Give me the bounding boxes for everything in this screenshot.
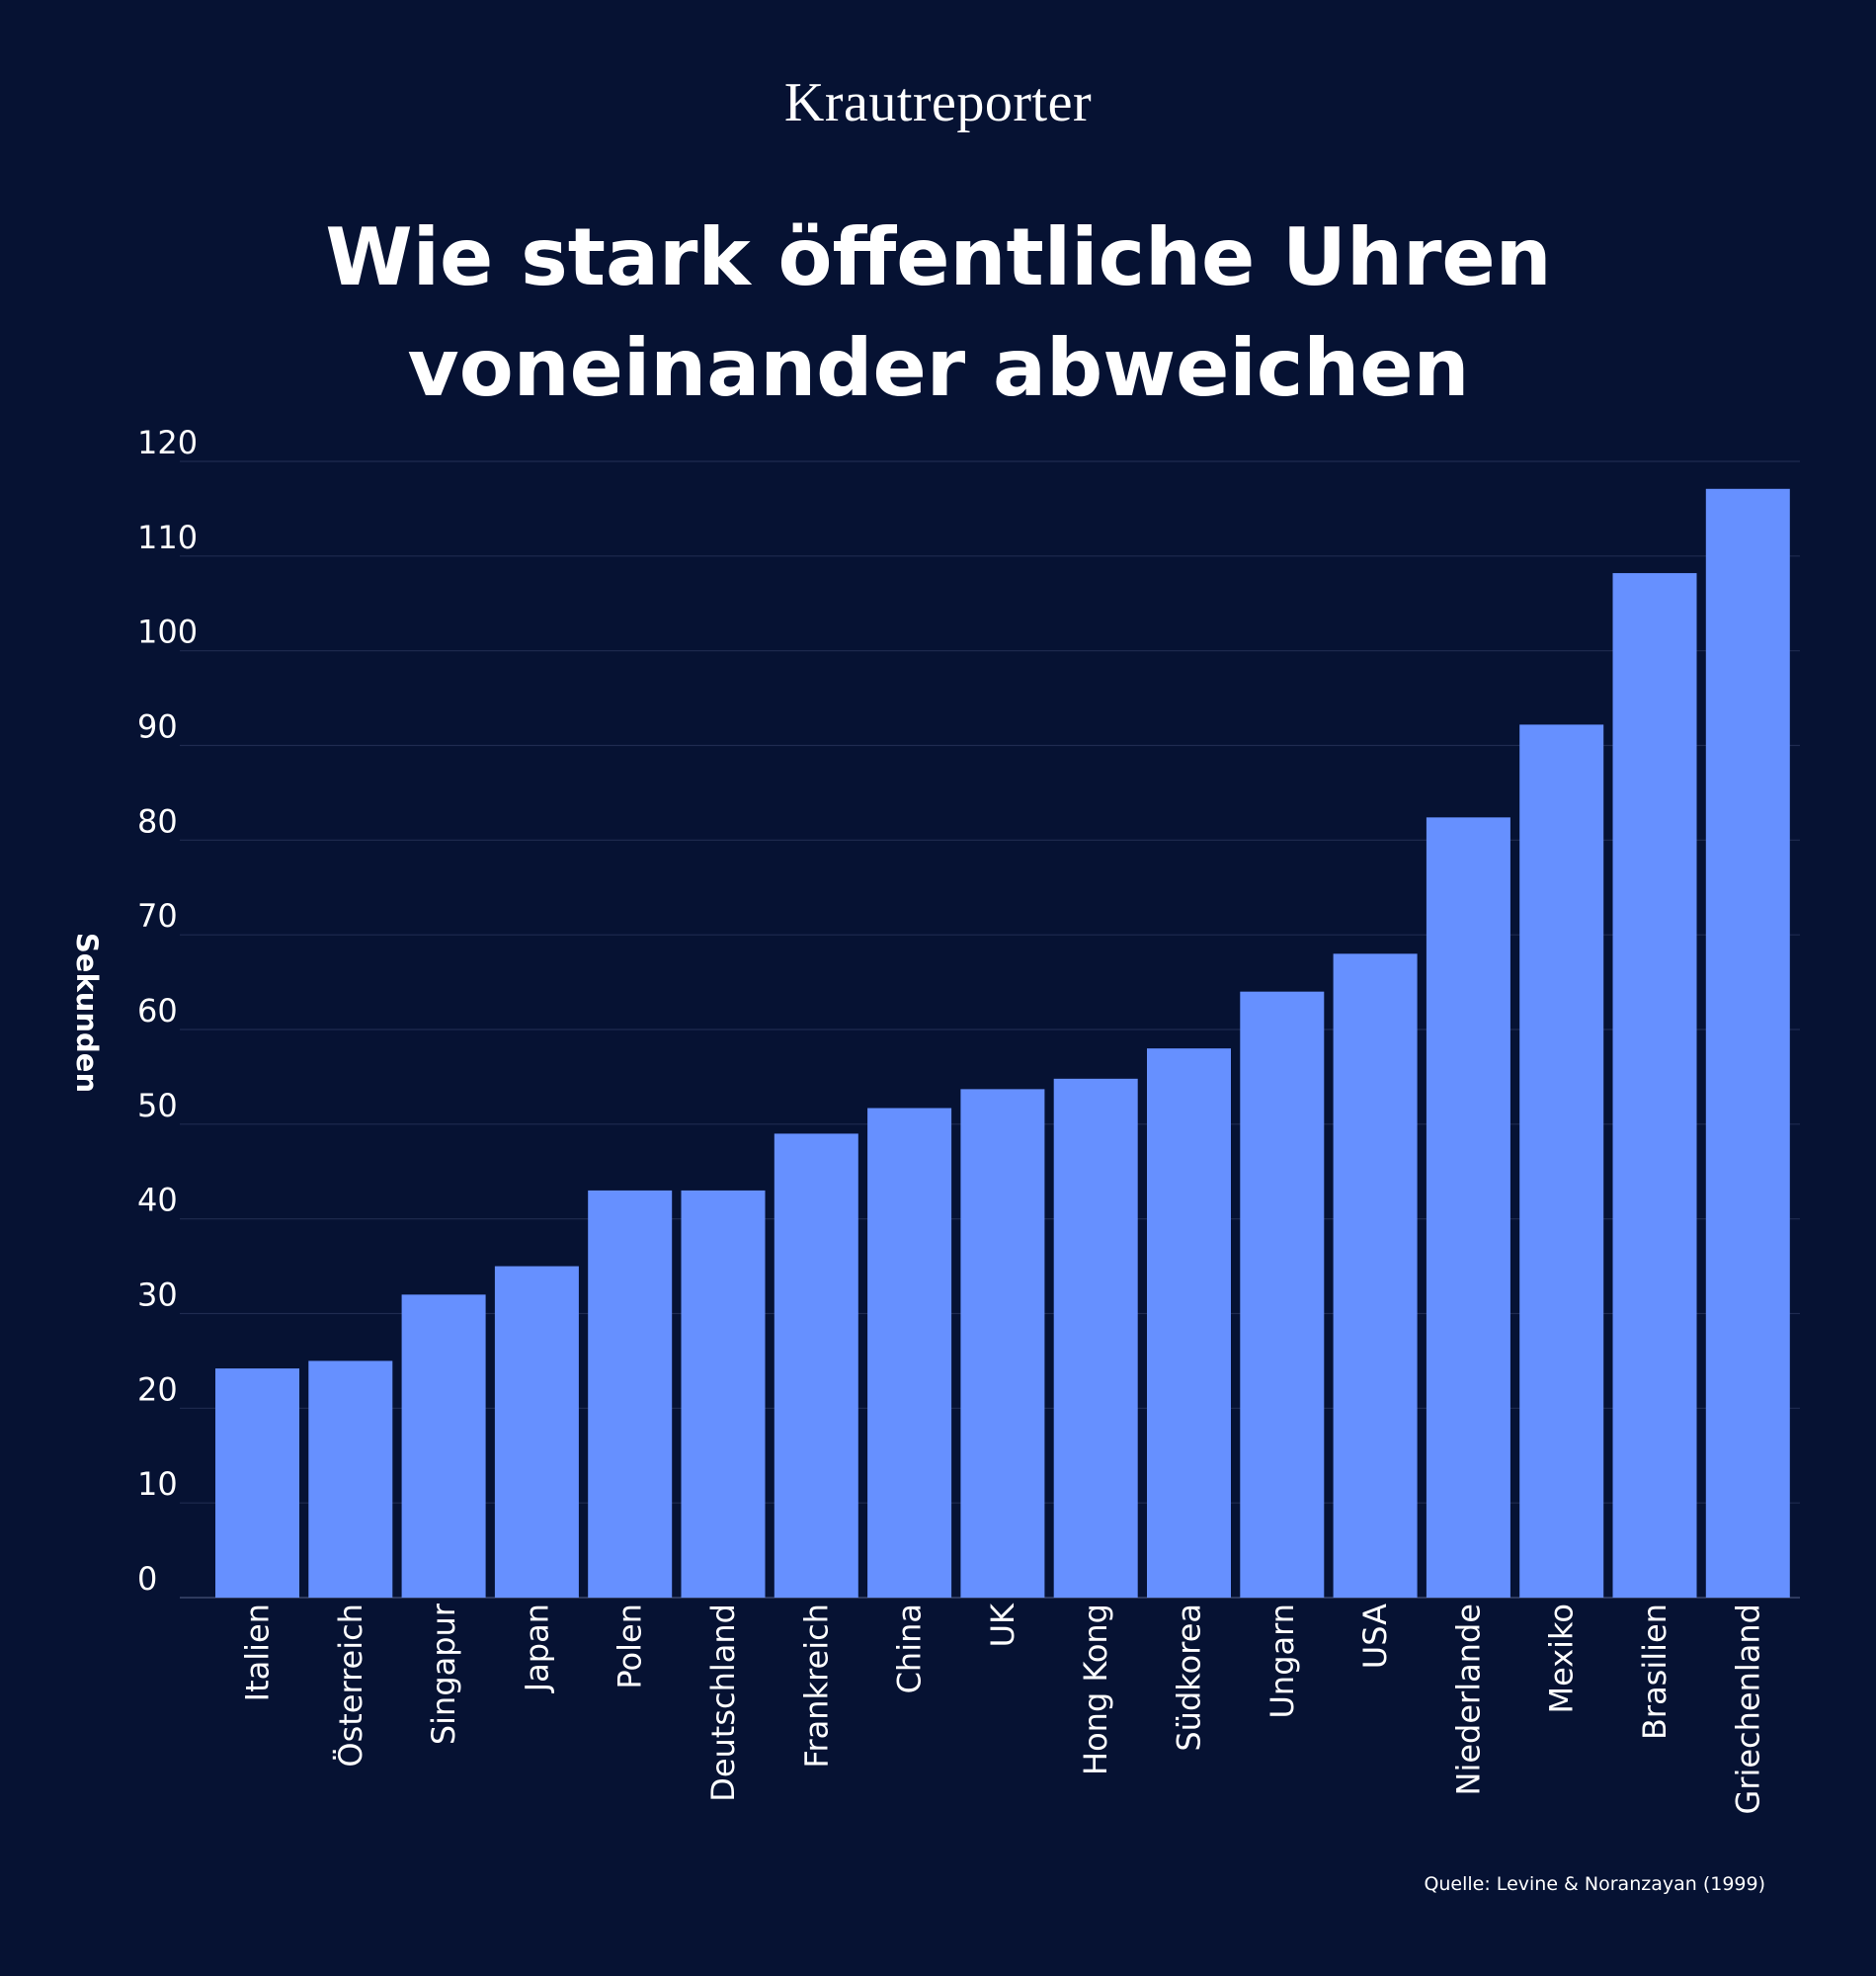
y-tick-label: 110 [137,519,198,556]
y-axis-ticks: 0 10 20 30 40 50 60 70 80 90 100 110 120 [137,424,198,1598]
bar-mexiko [1519,724,1604,1598]
y-tick-label: 30 [137,1276,178,1314]
x-tick-label: UK [984,1603,1021,1647]
x-tick-label: Mexiko [1543,1604,1581,1714]
bar-italien [215,1368,299,1598]
x-tick-label: Ungarn [1264,1604,1301,1719]
bars [215,488,1790,1599]
x-tick-label: China [891,1604,929,1693]
y-tick-label: 40 [137,1182,178,1219]
y-tick-label: 0 [137,1560,157,1598]
bar-niederlande [1426,817,1510,1598]
y-tick-label: 50 [137,1087,178,1124]
bar-südkorea [1147,1048,1231,1598]
x-tick-label: Frankreich [797,1604,835,1769]
y-tick-label: 90 [137,708,178,746]
y-axis-label: Sekunden [70,933,104,1093]
bar-frankreich [774,1133,858,1598]
x-tick-label: Niederlande [1449,1604,1487,1795]
y-tick-label: 120 [137,424,198,461]
y-tick-label: 60 [137,992,178,1029]
bar-hong-kong [1053,1078,1138,1598]
bar-österreich [308,1360,393,1598]
x-tick-label: Deutschland [704,1604,742,1802]
bar-singapur [401,1294,486,1598]
x-tick-label: Südkorea [1171,1604,1208,1752]
x-tick-label: Hong Kong [1077,1604,1114,1775]
y-tick-label: 80 [137,802,178,840]
x-axis-ticks: Italien Österreich Singapur Japan Polen Deuts… [239,1603,1767,1814]
x-tick-label: Österreich [332,1604,369,1768]
bar-deutschland [681,1190,766,1598]
x-tick-label: USA [1356,1604,1394,1669]
bar-ungarn [1240,991,1325,1598]
y-tick-label: 70 [137,897,178,935]
x-tick-label: Japan [518,1604,555,1693]
bar-brasilien [1612,573,1697,1599]
bar-usa [1333,953,1418,1598]
bar-polen [588,1190,673,1598]
bar-griechenland [1705,488,1790,1599]
y-tick-label: 10 [137,1465,178,1503]
bar-uk [960,1089,1045,1598]
x-tick-label: Griechenland [1729,1604,1766,1814]
y-tick-label: 20 [137,1370,178,1408]
source-note: Quelle: Levine & Noranzayan (1999) [1424,1873,1765,1895]
bar-china [867,1108,952,1598]
y-tick-label: 100 [137,614,198,651]
x-tick-label: Brasilien [1636,1604,1673,1740]
x-tick-label: Singapur [425,1603,462,1745]
x-tick-label: Italien [239,1604,277,1701]
x-tick-label: Polen [612,1604,649,1689]
chart-title: Wie stark öffentliche Uhren voneinander … [325,211,1552,414]
bar-japan [494,1266,579,1598]
brand-logo: Krautreporter [783,72,1093,133]
